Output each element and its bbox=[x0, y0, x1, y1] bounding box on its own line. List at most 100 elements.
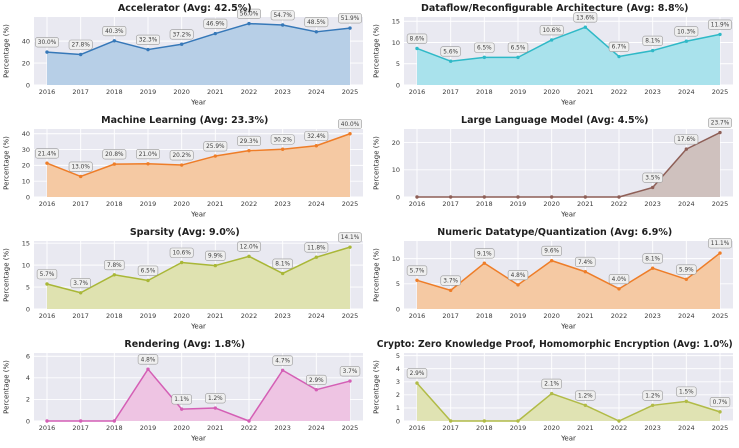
svg-text:2017: 2017 bbox=[442, 424, 459, 432]
chart-title: Numeric Datatype/Quantization (Avg: 6.9%… bbox=[437, 227, 672, 238]
svg-text:10: 10 bbox=[22, 261, 30, 269]
svg-text:4: 4 bbox=[26, 374, 30, 382]
svg-text:5.9%: 5.9% bbox=[678, 267, 693, 273]
svg-text:2019: 2019 bbox=[509, 424, 526, 432]
chart-panel-numeric-datatype: 0 5 10 2016 2017 2018 2019 2020 2021 2022 2023 2024… bbox=[370, 224, 739, 336]
svg-text:2016: 2016 bbox=[408, 88, 425, 96]
chart-panel-sparsity: 0 5 10 15 2016 2017 2018 2019 2020 2021 2022 2023 20… bbox=[0, 224, 370, 336]
svg-text:2025: 2025 bbox=[342, 424, 359, 432]
area-fill bbox=[47, 133, 350, 197]
svg-text:2020: 2020 bbox=[173, 200, 190, 208]
svg-text:2024: 2024 bbox=[308, 312, 325, 320]
svg-text:6.5%: 6.5% bbox=[510, 45, 525, 51]
y-axis-label: Percentage (%) bbox=[3, 136, 11, 190]
svg-text:10.6%: 10.6% bbox=[172, 251, 191, 257]
data-point-labels: 30.0% 27.8% 40.3% 32.3% 37.2% 46.9% 56.0% 54.7%… bbox=[35, 8, 362, 50]
data-point-labels: 8.6% 5.6% 6.5% 6.5% 10.6% 13.6% 6.7% 8.1% 10.3% 1… bbox=[406, 12, 732, 57]
y-tick-labels: 0 1 2 3 4 5 bbox=[395, 352, 399, 425]
x-tick-labels: 2016 2017 2018 2019 2020 2021 2022 2023 2024 2025 bbox=[408, 200, 728, 208]
svg-text:2025: 2025 bbox=[342, 88, 359, 96]
y-tick-labels: 0 5 10 15 bbox=[22, 239, 30, 313]
svg-text:2024: 2024 bbox=[308, 200, 325, 208]
svg-text:2020: 2020 bbox=[543, 424, 560, 432]
svg-text:2016: 2016 bbox=[39, 312, 56, 320]
area-fill bbox=[416, 27, 720, 85]
chart-panel-dataflow: 0 5 10 15 2016 2017 2018 2019 2020 2021 2022 2023 20… bbox=[370, 0, 739, 112]
svg-text:1.2%: 1.2% bbox=[577, 393, 592, 399]
svg-text:2022: 2022 bbox=[241, 200, 258, 208]
svg-text:2018: 2018 bbox=[106, 424, 123, 432]
svg-text:2025: 2025 bbox=[342, 200, 359, 208]
svg-text:2023: 2023 bbox=[274, 200, 291, 208]
svg-text:2: 2 bbox=[26, 396, 30, 404]
svg-text:2018: 2018 bbox=[476, 88, 493, 96]
svg-text:46.9%: 46.9% bbox=[206, 22, 225, 28]
svg-text:4: 4 bbox=[395, 365, 399, 373]
svg-text:5.7%: 5.7% bbox=[409, 268, 424, 274]
chart-render-layer: 0 5 10 2016 2017 2018 2019 2020 2021 2022 2023 2024… bbox=[372, 238, 733, 331]
data-point-markers bbox=[414, 130, 722, 199]
svg-text:1: 1 bbox=[395, 404, 399, 412]
svg-text:2021: 2021 bbox=[577, 312, 594, 320]
svg-text:2016: 2016 bbox=[39, 88, 56, 96]
svg-text:0: 0 bbox=[395, 417, 399, 425]
area-chart-accelerator: 0 20 40 2016 2017 2018 2019 2020 2021 2022 2023 202… bbox=[3, 3, 363, 107]
svg-text:10: 10 bbox=[391, 255, 399, 263]
x-axis-label: Year bbox=[190, 211, 206, 219]
svg-text:1.2%: 1.2% bbox=[645, 393, 660, 399]
svg-text:20.8%: 20.8% bbox=[105, 152, 124, 158]
data-point-markers bbox=[45, 245, 352, 295]
svg-text:7.4%: 7.4% bbox=[577, 260, 592, 266]
svg-text:1.5%: 1.5% bbox=[678, 389, 693, 395]
svg-text:2023: 2023 bbox=[644, 88, 661, 96]
svg-text:2024: 2024 bbox=[678, 424, 695, 432]
svg-text:25.9%: 25.9% bbox=[206, 144, 225, 150]
chart-title: Dataflow/Reconfigurable Architecture (Av… bbox=[421, 3, 688, 14]
svg-text:2019: 2019 bbox=[140, 424, 157, 432]
svg-text:2025: 2025 bbox=[342, 312, 359, 320]
svg-text:2016: 2016 bbox=[408, 424, 425, 432]
svg-text:2017: 2017 bbox=[442, 88, 459, 96]
y-tick-labels: 0 2 4 6 bbox=[26, 353, 30, 426]
svg-text:0: 0 bbox=[26, 305, 30, 313]
svg-text:2025: 2025 bbox=[711, 312, 728, 320]
chart-render-layer: 0 2 4 6 2016 2017 2018 2019 2020 2021 2022 2023 2024… bbox=[3, 353, 363, 443]
svg-text:2024: 2024 bbox=[678, 312, 695, 320]
svg-text:0: 0 bbox=[395, 193, 399, 201]
svg-text:2021: 2021 bbox=[577, 88, 594, 96]
chart-render-layer: 0 10 20 2016 2017 2018 2019 2020 2021 2022 2023 202… bbox=[372, 117, 733, 219]
chart-render-layer: 0 10 20 30 40 2016 2017 2018 2019 2020 2021 2022 202… bbox=[3, 118, 363, 219]
svg-text:9.1%: 9.1% bbox=[476, 251, 491, 257]
svg-text:5.6%: 5.6% bbox=[443, 49, 458, 55]
chart-panel-accelerator: 0 20 40 2016 2017 2018 2019 2020 2021 2022 2023 202… bbox=[0, 0, 370, 112]
y-tick-labels: 0 10 20 30 40 bbox=[22, 130, 30, 201]
svg-text:2024: 2024 bbox=[678, 88, 695, 96]
data-point-labels: 2.9% 2.1% 1.2% 1.2% 1.5% 0.7% bbox=[406, 368, 730, 408]
area-chart-machine-learning: 0 10 20 30 40 2016 2017 2018 2019 2020 2021 2022 202… bbox=[3, 115, 363, 219]
svg-text:2024: 2024 bbox=[308, 424, 325, 432]
svg-text:11.8%: 11.8% bbox=[307, 245, 326, 251]
svg-text:2022: 2022 bbox=[241, 424, 258, 432]
svg-text:13.6%: 13.6% bbox=[576, 15, 595, 21]
svg-text:2021: 2021 bbox=[207, 424, 224, 432]
svg-text:2021: 2021 bbox=[577, 424, 594, 432]
svg-text:4.0%: 4.0% bbox=[611, 277, 626, 283]
series-line bbox=[46, 132, 351, 178]
data-point-labels: 5.7% 3.7% 7.8% 6.5% 10.6% 9.9% 12.0% 8.1% 11.8% 1… bbox=[36, 232, 362, 289]
svg-text:2020: 2020 bbox=[173, 312, 190, 320]
chart-title: Large Language Model (Avg: 4.5%) bbox=[461, 115, 648, 126]
svg-text:6.5%: 6.5% bbox=[476, 45, 491, 51]
svg-text:30.2%: 30.2% bbox=[273, 137, 292, 143]
svg-text:0: 0 bbox=[26, 81, 30, 89]
chart-panel-machine-learning: 0 10 20 30 40 2016 2017 2018 2019 2020 2021 2022 202… bbox=[0, 112, 370, 224]
series-line bbox=[415, 252, 721, 292]
svg-text:2017: 2017 bbox=[72, 424, 89, 432]
y-axis-label: Percentage (%) bbox=[3, 248, 11, 302]
svg-text:17.6%: 17.6% bbox=[677, 137, 696, 143]
series-line bbox=[46, 22, 351, 56]
area-chart-numeric-datatype: 0 5 10 2016 2017 2018 2019 2020 2021 2022 2023 2024… bbox=[372, 227, 733, 331]
svg-text:6.5%: 6.5% bbox=[141, 269, 156, 275]
svg-text:2016: 2016 bbox=[39, 200, 56, 208]
